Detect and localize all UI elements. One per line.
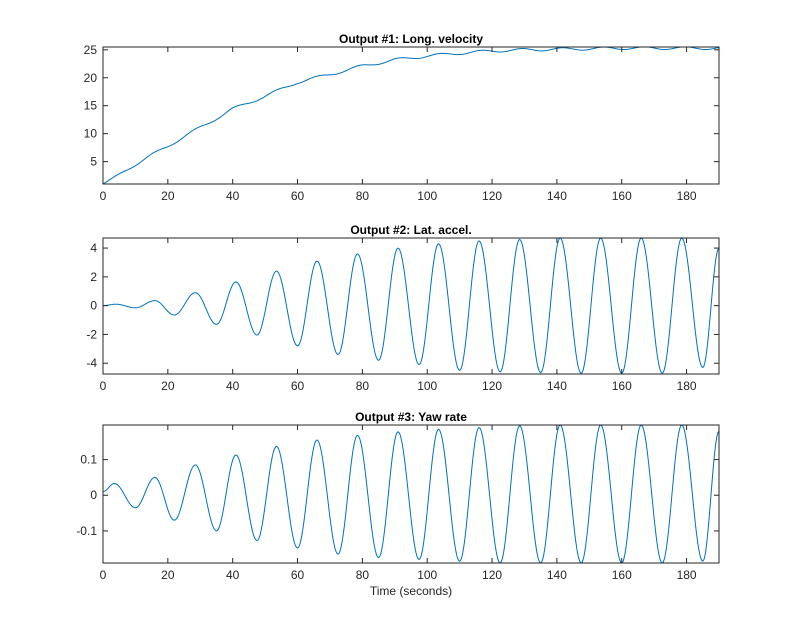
x-tick-label: 80 xyxy=(356,568,370,582)
x-tick-label: 60 xyxy=(291,189,305,203)
x-tick-label: 160 xyxy=(612,189,632,203)
x-tick-label: 160 xyxy=(612,379,632,393)
x-tick-label: 60 xyxy=(291,568,305,582)
x-tick-label: 100 xyxy=(417,189,437,203)
y-tick-label: 0 xyxy=(90,488,97,502)
series-line xyxy=(103,425,719,563)
y-tick-label: 0 xyxy=(90,299,97,313)
y-tick-label: 0.1 xyxy=(80,453,97,467)
subplot-3: Output #3: Yaw rate 0 20 40 60 80 100 120 140 160… xyxy=(76,410,720,598)
y-tick-label: -4 xyxy=(86,356,97,370)
x-tick-label: 120 xyxy=(482,189,502,203)
y-tick-label: 20 xyxy=(84,71,98,85)
x-tick-label: 120 xyxy=(482,568,502,582)
subplot-title: Output #2: Lat. accel. xyxy=(350,223,471,237)
x-tick-label: 0 xyxy=(100,568,107,582)
x-tick-label: 160 xyxy=(612,568,632,582)
y-tick-label: -2 xyxy=(86,327,97,341)
x-tick-label: 40 xyxy=(226,568,240,582)
x-tick-label: 140 xyxy=(547,379,567,393)
x-tick-label: 80 xyxy=(356,189,370,203)
x-tick-label: 40 xyxy=(226,379,240,393)
x-tick-label: 120 xyxy=(482,379,502,393)
subplot-2: Output #2: Lat. accel.0 20 40 60 80 100 120 140… xyxy=(86,223,720,393)
y-tick-label: 2 xyxy=(90,270,97,284)
x-tick-label: 0 xyxy=(100,379,107,393)
subplot-1: Output #1: Long. velocity 0 20 40 60 80 100 120… xyxy=(84,32,720,203)
x-tick-label: 20 xyxy=(161,568,175,582)
x-tick-label: 140 xyxy=(547,568,567,582)
x-tick-label: 180 xyxy=(677,189,697,203)
x-tick-label: 100 xyxy=(417,379,437,393)
y-tick-label: 5 xyxy=(90,155,97,169)
y-tick-label: 25 xyxy=(84,43,98,57)
series-line xyxy=(103,47,719,184)
x-tick-label: 100 xyxy=(417,568,437,582)
subplot-title: Output #1: Long. velocity xyxy=(339,32,483,46)
y-tick-label: 15 xyxy=(84,99,98,113)
x-tick-label: 60 xyxy=(291,379,305,393)
x-tick-label: 180 xyxy=(677,568,697,582)
x-tick-label: 40 xyxy=(226,189,240,203)
subplot-title: Output #3: Yaw rate xyxy=(355,410,467,424)
x-tick-label: 140 xyxy=(547,189,567,203)
y-tick-label: 4 xyxy=(90,241,97,255)
x-tick-label: 0 xyxy=(100,189,107,203)
x-tick-label: 80 xyxy=(356,379,370,393)
series-line xyxy=(103,238,719,374)
y-tick-label: 10 xyxy=(84,127,98,141)
x-tick-label: 20 xyxy=(161,189,175,203)
y-tick-label: -0.1 xyxy=(76,524,97,538)
axes-box xyxy=(102,46,720,185)
x-tick-label: 180 xyxy=(677,379,697,393)
x-axis-label: Time (seconds) xyxy=(370,584,452,598)
axes-box xyxy=(102,424,720,564)
x-tick-label: 20 xyxy=(161,379,175,393)
